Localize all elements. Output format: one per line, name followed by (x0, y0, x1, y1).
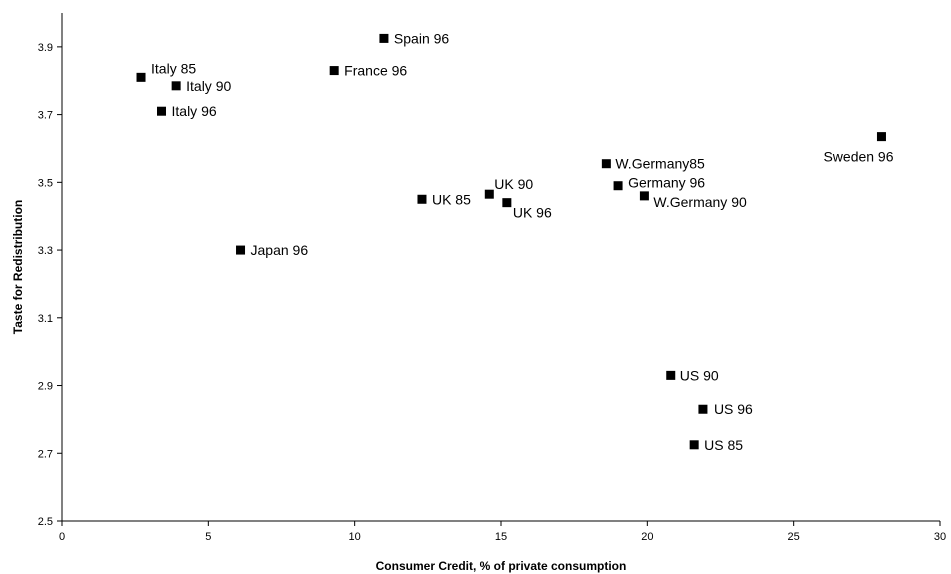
data-label: W.Germany85 (615, 156, 705, 172)
y-tick-label: 2.7 (38, 448, 53, 460)
data-point (639, 191, 649, 201)
y-tick-label: 3.9 (38, 42, 53, 54)
data-label: UK 85 (432, 191, 471, 207)
data-point (689, 440, 699, 450)
x-tick-label: 5 (205, 531, 211, 543)
data-label: W.Germany 90 (653, 194, 747, 210)
data-label: Italy 85 (151, 60, 196, 76)
x-tick-label: 10 (349, 531, 361, 543)
data-point (613, 181, 623, 191)
data-point (876, 132, 886, 142)
x-tick-label: 30 (934, 531, 946, 543)
data-point (171, 81, 181, 91)
axes: 0 5 10 15 20 25 30 2.5 2.7 2.9 3.1 3.3 3.5 3.7 3.9 (38, 13, 946, 543)
x-tick-label: 0 (59, 531, 65, 543)
data-label: France 96 (344, 63, 407, 79)
data-point (157, 106, 167, 116)
x-tick-label: 15 (495, 531, 507, 543)
x-tick-label: 25 (788, 531, 800, 543)
data-label: UK 90 (494, 176, 533, 192)
y-tick-label: 3.5 (38, 177, 53, 189)
data-point (417, 194, 427, 204)
data-points (136, 33, 886, 450)
y-tick-label: 3.1 (38, 313, 53, 325)
data-point (136, 72, 146, 82)
data-point (379, 33, 389, 43)
data-label: Germany 96 (628, 175, 705, 191)
y-tick-label: 2.5 (38, 516, 53, 528)
data-point (666, 370, 676, 380)
data-label: Spain 96 (394, 30, 449, 46)
data-label: Italy 90 (186, 78, 231, 94)
data-point (329, 66, 339, 76)
data-point (698, 404, 708, 414)
data-label: US 90 (680, 367, 719, 383)
data-point (484, 189, 494, 199)
data-label: US 85 (704, 437, 743, 453)
y-tick-label: 3.7 (38, 110, 53, 122)
data-point (601, 159, 611, 169)
point-labels: Italy 85 Italy 90 Italy 96 Spain 96 France 9… (151, 30, 894, 452)
data-label: Japan 96 (251, 242, 309, 258)
data-label: UK 96 (513, 205, 552, 221)
data-point (502, 198, 512, 208)
x-axis-title: Consumer Credit, % of private consumptio… (376, 559, 627, 573)
data-label: Italy 96 (172, 103, 217, 119)
data-point (236, 245, 246, 255)
y-tick-label: 2.9 (38, 381, 53, 393)
y-axis-title: Taste for Redistribution (11, 200, 25, 334)
x-tick-label: 20 (641, 531, 653, 543)
data-label: Sweden 96 (823, 149, 893, 165)
y-tick-label: 3.3 (38, 245, 53, 257)
data-label: US 96 (714, 401, 753, 417)
